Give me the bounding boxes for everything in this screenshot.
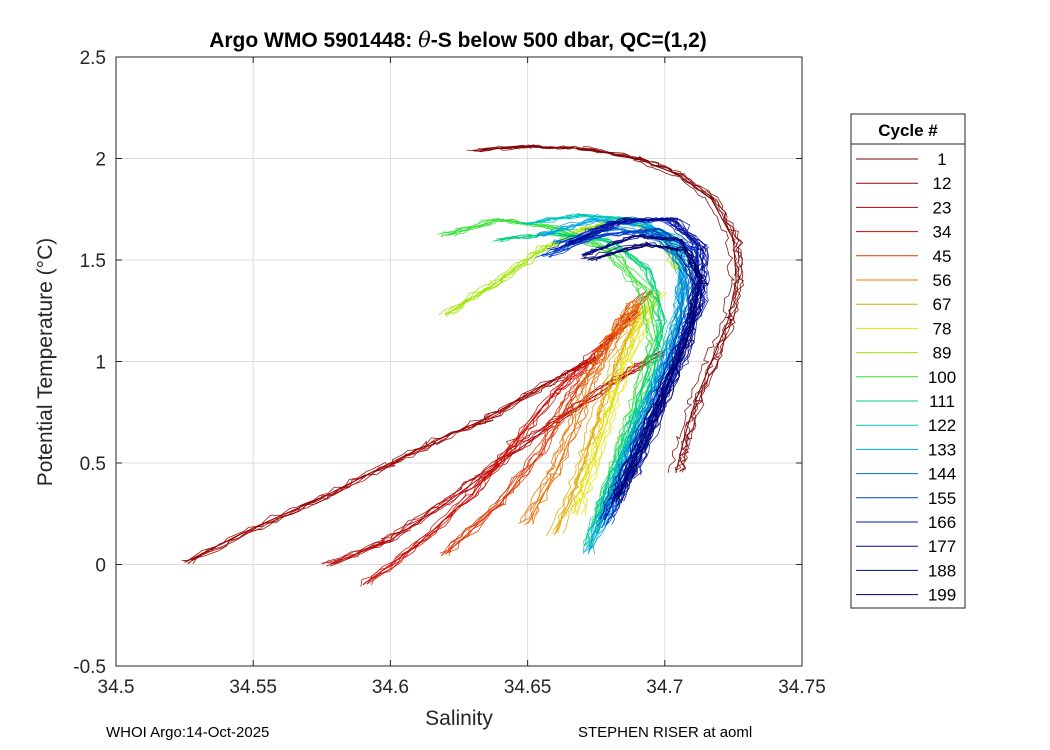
series-100-profile: [441, 218, 654, 521]
x-tick-label: 34.6: [372, 677, 409, 698]
series-67-profile: [553, 307, 642, 536]
series-1-profile: [481, 144, 744, 471]
series-45-profile: [440, 292, 645, 556]
x-axis-label: Salinity: [425, 707, 493, 730]
series-122-profile: [528, 215, 687, 534]
series-12-profile: [187, 358, 599, 564]
legend-label-111: 111: [929, 392, 955, 411]
legend-box: [850, 113, 966, 609]
series-23-profile: [333, 353, 665, 565]
series-78-profile: [571, 291, 653, 515]
y-tick-label: 2.5: [80, 48, 106, 69]
legend-label-166: 166: [928, 513, 956, 532]
x-tick-label: 34.75: [778, 677, 826, 698]
series-56-profile: [520, 302, 630, 523]
x-tick-label: 34.55: [229, 677, 277, 698]
y-tick-label: 0.5: [80, 454, 106, 475]
series-199-profile: [587, 243, 704, 502]
legend-entries: 1 12 23 34 45 56 67 78 89 100 111 122 133 144 155 166 17…: [856, 150, 956, 605]
y-tick-label: 0: [95, 556, 106, 577]
series-100-profile: [437, 220, 652, 524]
series-34-profile: [360, 310, 635, 587]
legend-label-100: 100: [928, 368, 956, 387]
title-suffix: -S below 500 dbar, QC=(1,2): [431, 29, 707, 52]
legend-label-67: 67: [933, 295, 952, 314]
legend: Cycle # 1 12 23 34 45 56 67 78 89 100 111 122 133 144…: [850, 113, 966, 609]
series-56-profile: [531, 302, 641, 524]
footer-credit: STEPHEN RISER at aoml: [578, 724, 753, 741]
y-tick-labels: -0.5 0 0.5 1 1.5 2 2.5: [73, 48, 106, 678]
series-199-profile: [591, 241, 708, 504]
series-67-profile: [546, 307, 638, 536]
series-100-profile: [440, 218, 653, 521]
legend-label-155: 155: [928, 489, 956, 508]
footer-source: WHOI Argo:14-Oct-2025: [106, 724, 270, 741]
y-tick-label: 1.5: [80, 251, 106, 272]
legend-label-23: 23: [933, 198, 952, 217]
x-tick-label: 34.7: [646, 677, 683, 698]
legend-label-144: 144: [928, 465, 956, 484]
series-56-profile: [532, 302, 642, 525]
legend-title: Cycle #: [878, 121, 938, 140]
data-traces: [181, 144, 745, 587]
y-tick-label: -0.5: [73, 657, 106, 678]
y-tick-label: 1: [95, 353, 106, 374]
x-tick-label: 34.65: [504, 677, 552, 698]
series-122-profile: [529, 214, 689, 533]
legend-label-34: 34: [933, 223, 952, 242]
series-199-profile: [591, 242, 708, 502]
legend-label-133: 133: [928, 440, 956, 459]
legend-label-199: 199: [928, 586, 956, 605]
legend-label-89: 89: [933, 344, 952, 363]
title-theta-symbol: θ: [418, 28, 431, 52]
series-78-profile: [580, 291, 665, 514]
legend-label-188: 188: [928, 561, 956, 580]
legend-label-45: 45: [933, 247, 952, 266]
series-34-profile: [362, 313, 632, 585]
series-177-profile: [568, 217, 707, 479]
series-78-profile: [583, 292, 668, 516]
series-45-profile: [448, 292, 653, 556]
series-12-profile: [191, 357, 596, 561]
legend-label-56: 56: [933, 271, 952, 290]
legend-label-122: 122: [928, 416, 956, 435]
legend-label-12: 12: [933, 174, 952, 193]
legend-label-177: 177: [928, 537, 956, 556]
series-144-profile: [552, 225, 683, 506]
series-133-profile: [537, 217, 683, 554]
y-axis-label: Potential Temperature (°C): [34, 238, 57, 486]
series-56-profile: [518, 301, 634, 524]
axis-ticks: [115, 56, 803, 667]
title-prefix: Argo WMO 5901448:: [209, 29, 418, 52]
x-tick-label: 34.5: [98, 677, 135, 698]
x-tick-labels: 34.5 34.55 34.6 34.65 34.7 34.75: [98, 677, 826, 698]
series-12-profile: [187, 356, 597, 565]
series-23-profile: [322, 354, 659, 565]
y-tick-label: 2: [95, 150, 106, 171]
legend-label-78: 78: [933, 319, 952, 338]
series-23-profile: [321, 350, 661, 564]
series-56-profile: [524, 299, 636, 526]
chart-title: Argo WMO 5901448: θ-S below 500 dbar, QC…: [209, 28, 707, 52]
legend-label-1: 1: [937, 150, 946, 169]
series-144-profile: [560, 228, 696, 507]
grid-lines: [115, 56, 803, 667]
series-56-profile: [523, 301, 633, 523]
series-56-trace: [527, 300, 638, 525]
